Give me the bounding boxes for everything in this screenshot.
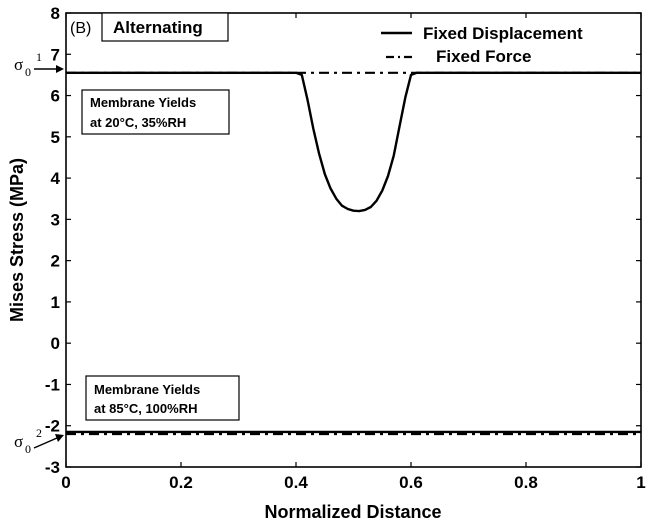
y-axis-title: Mises Stress (MPa) [7, 158, 27, 322]
x-tick-label: 0 [61, 473, 70, 492]
data-series [66, 71, 641, 436]
y-tick-label: 2 [51, 252, 60, 271]
legend: Fixed Displacement Fixed Force [381, 24, 583, 66]
annotation-lower: Membrane Yields at 85°C, 100%RH [85, 375, 240, 421]
y-tick-label: 4 [51, 169, 61, 188]
y-tick-label: 6 [51, 87, 60, 106]
panel-label: (B) [70, 20, 91, 37]
legend-label-fixed-force: Fixed Force [436, 47, 531, 66]
sigma-upper-sub: 0 [25, 65, 31, 79]
panel-header: (B) Alternating [70, 12, 229, 42]
sigma-lower-arrowhead [55, 434, 64, 442]
annotation-lower-box [85, 375, 240, 421]
y-tick-label: 0 [51, 334, 60, 353]
panel-title-box [101, 12, 229, 42]
sigma-lower-sup: 2 [36, 426, 42, 440]
sigma-upper-symbol: σ [14, 55, 23, 74]
y-tick-label: -2 [45, 417, 60, 436]
annotation-upper-box [81, 89, 230, 135]
sigma-lower-symbol: σ [14, 432, 23, 451]
annotation-upper-line2: at 20°C, 35%RH [90, 115, 186, 130]
sigma-upper-arrowhead [56, 65, 64, 73]
sigma-upper-sup: 1 [36, 50, 42, 64]
sigma-marker-upper: σ 0 1 [14, 50, 64, 79]
series-line-fixed-displacement-0 [66, 71, 641, 213]
x-tick-label: 0.8 [514, 473, 538, 492]
annotation-lower-line1: Membrane Yields [94, 382, 200, 397]
x-axis-title: Normalized Distance [264, 502, 441, 522]
y-tick-label: 3 [51, 210, 60, 229]
sigma-lower-arrow [33, 437, 58, 449]
x-tick-label: 0.6 [399, 473, 423, 492]
legend-label-fixed-displacement: Fixed Displacement [423, 24, 583, 43]
y-tick-label: 8 [51, 4, 60, 23]
y-tick-label: 7 [51, 45, 60, 64]
y-tick-label: -1 [45, 375, 60, 394]
sigma-lower-sub: 0 [25, 442, 31, 456]
x-tick-label: 1 [636, 473, 645, 492]
x-tick-label: 0.4 [284, 473, 308, 492]
annotation-upper-line1: Membrane Yields [90, 95, 196, 110]
annotation-upper: Membrane Yields at 20°C, 35%RH [81, 89, 230, 135]
annotation-lower-line2: at 85°C, 100%RH [94, 401, 197, 416]
y-tick-label: -3 [45, 458, 60, 477]
sigma-marker-lower: σ 0 2 [14, 426, 64, 456]
plot-frame [65, 12, 642, 468]
axis-ticks: 0 0.2 0.4 0.6 0.8 1 -3 -2 -1 0 1 2 3 4 5 6 7 8 [45, 4, 646, 492]
x-tick-label: 0.2 [169, 473, 193, 492]
y-tick-label: 1 [51, 293, 60, 312]
panel-title: Alternating [113, 18, 203, 37]
y-tick-label: 5 [51, 128, 60, 147]
